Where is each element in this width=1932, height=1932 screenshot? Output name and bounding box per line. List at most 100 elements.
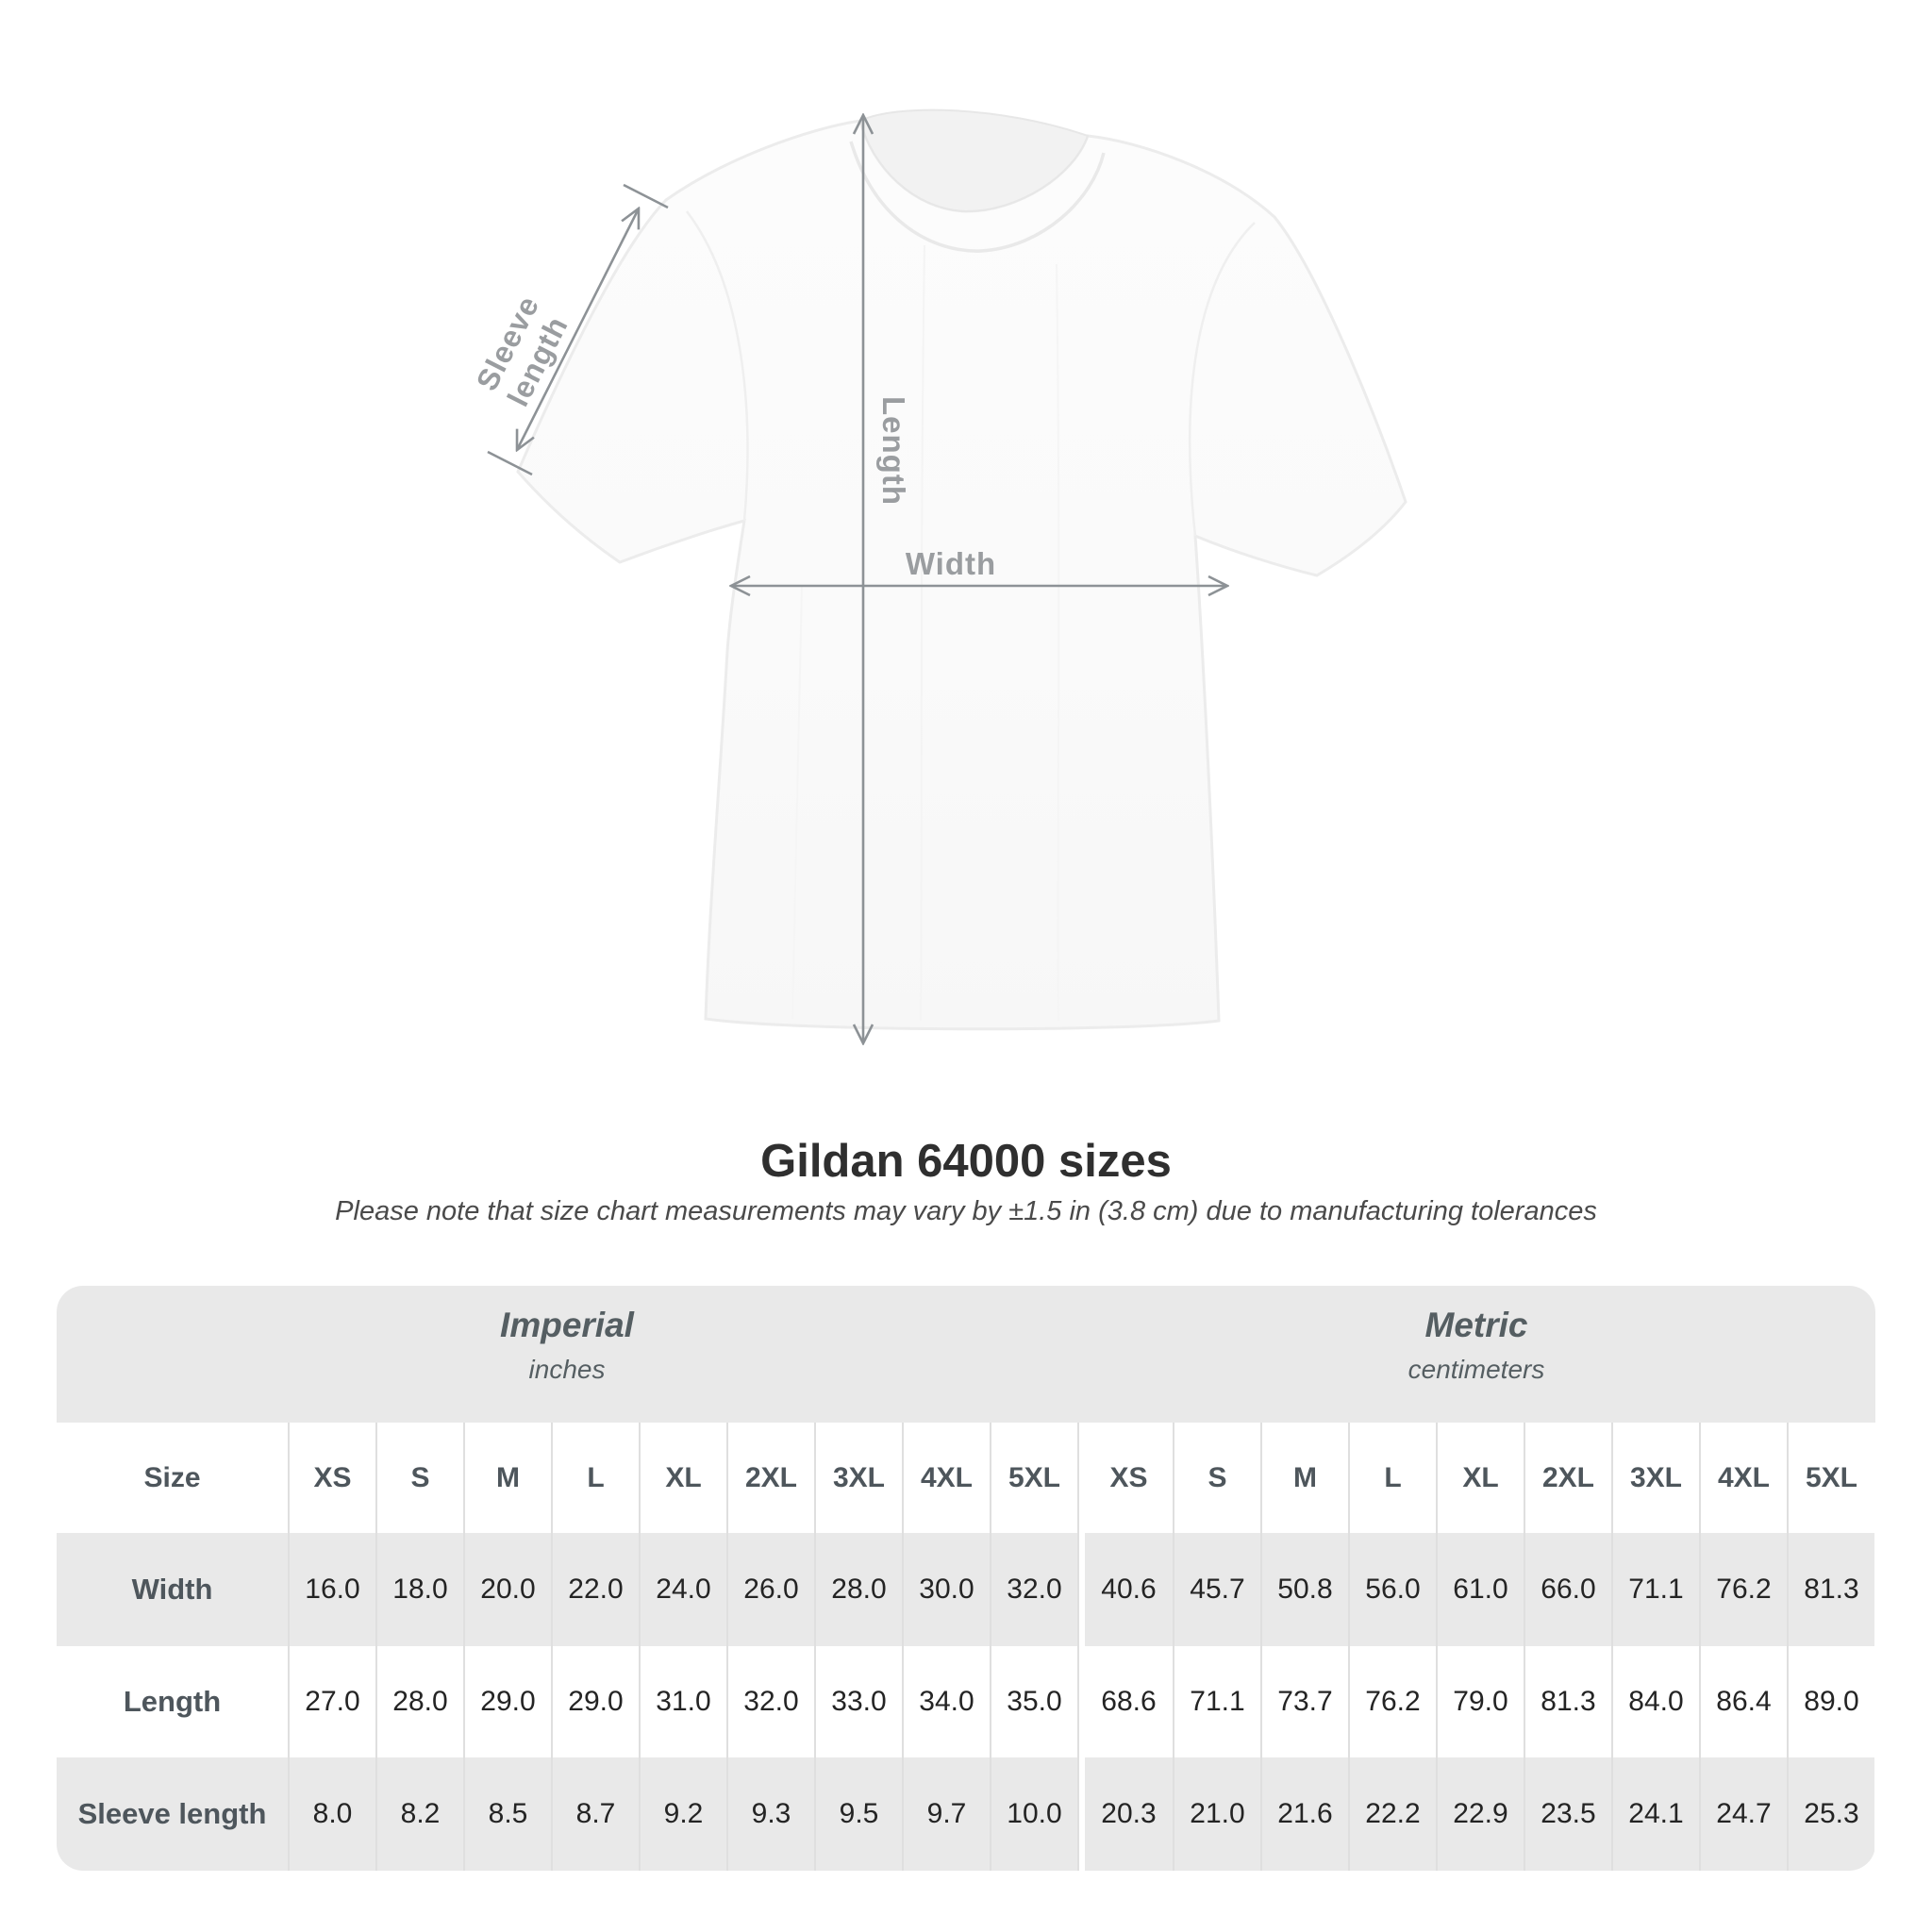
table-cell: 25.3 <box>1787 1757 1874 1871</box>
imperial-title: Imperial <box>500 1306 634 1344</box>
table-cell: 66.0 <box>1524 1533 1611 1646</box>
table-cell: 71.1 <box>1611 1533 1699 1646</box>
table-cell: 22.0 <box>551 1533 639 1646</box>
table-cell: 9.2 <box>639 1757 726 1871</box>
table-cell: 9.5 <box>814 1757 902 1871</box>
table-cell: 76.2 <box>1348 1646 1436 1757</box>
table-cell: 28.0 <box>375 1646 463 1757</box>
table-cell: 35.0 <box>990 1646 1077 1757</box>
table-cell: 40.6 <box>1085 1533 1173 1646</box>
table-cell: 84.0 <box>1611 1646 1699 1757</box>
metric-unit: centimeters <box>1407 1355 1545 1385</box>
size-table-grid: Size XS S M L XL 2XL 3XL 4XL 5XL XS S M … <box>57 1423 1875 1871</box>
table-cell: 30.0 <box>902 1533 990 1646</box>
table-cell: 20.0 <box>463 1533 551 1646</box>
table-cell: 8.0 <box>288 1757 375 1871</box>
table-cell: 32.0 <box>726 1646 814 1757</box>
table-cell: 81.3 <box>1787 1533 1874 1646</box>
col-header: 2XL <box>1524 1423 1611 1533</box>
table-cell: 24.1 <box>1611 1757 1699 1871</box>
row-label-length: Length <box>57 1646 288 1757</box>
col-header: 5XL <box>1787 1423 1874 1533</box>
tshirt-size-diagram: Sleeve length Length Width <box>470 108 1407 1179</box>
row-label-width: Width <box>57 1533 288 1646</box>
table-cell: 10.0 <box>990 1757 1077 1871</box>
unit-divider <box>1077 1646 1085 1757</box>
table-cell: 20.3 <box>1085 1757 1173 1871</box>
table-cell: 76.2 <box>1699 1533 1787 1646</box>
table-cell: 68.6 <box>1085 1646 1173 1757</box>
sleeve-dimension-cap-bottom <box>487 450 533 476</box>
col-header: M <box>463 1423 551 1533</box>
size-column-header: Size <box>57 1423 288 1533</box>
table-cell: 8.7 <box>551 1757 639 1871</box>
unit-divider <box>1077 1533 1085 1646</box>
table-cell: 33.0 <box>814 1646 902 1757</box>
table-cell: 9.3 <box>726 1757 814 1871</box>
table-cell: 29.0 <box>463 1646 551 1757</box>
metric-group: Metric centimeters <box>1077 1286 1875 1423</box>
tolerance-note: Please note that size chart measurements… <box>335 1196 1597 1226</box>
unit-divider <box>1077 1757 1085 1871</box>
table-cell: 22.2 <box>1348 1757 1436 1871</box>
table-cell: 21.6 <box>1260 1757 1348 1871</box>
table-cell: 71.1 <box>1173 1646 1260 1757</box>
col-header: XS <box>1085 1423 1173 1533</box>
table-cell: 86.4 <box>1699 1646 1787 1757</box>
row-label-sleeve-length: Sleeve length <box>57 1757 288 1871</box>
col-header: 5XL <box>990 1423 1077 1533</box>
table-cell: 50.8 <box>1260 1533 1348 1646</box>
col-header: XL <box>639 1423 726 1533</box>
table-cell: 24.0 <box>639 1533 726 1646</box>
table-cell: 8.5 <box>463 1757 551 1871</box>
col-header: S <box>1173 1423 1260 1533</box>
table-cell: 29.0 <box>551 1646 639 1757</box>
table-cell: 8.2 <box>375 1757 463 1871</box>
table-cell: 61.0 <box>1436 1533 1524 1646</box>
col-header: L <box>551 1423 639 1533</box>
table-cell: 81.3 <box>1524 1646 1611 1757</box>
tshirt-image <box>487 108 1407 1179</box>
table-cell: 73.7 <box>1260 1646 1348 1757</box>
table-cell: 31.0 <box>639 1646 726 1757</box>
unit-divider <box>1077 1423 1085 1533</box>
table-cell: 18.0 <box>375 1533 463 1646</box>
table-cell: 23.5 <box>1524 1757 1611 1871</box>
sleeve-dimension-cap-top <box>623 183 669 209</box>
col-header: 4XL <box>902 1423 990 1533</box>
collar-band-seam <box>849 141 1106 253</box>
table-cell: 9.7 <box>902 1757 990 1871</box>
table-cell: 26.0 <box>726 1533 814 1646</box>
table-cell: 32.0 <box>990 1533 1077 1646</box>
table-cell: 89.0 <box>1787 1646 1874 1757</box>
col-header: 3XL <box>1611 1423 1699 1533</box>
table-cell: 34.0 <box>902 1646 990 1757</box>
col-header: 4XL <box>1699 1423 1787 1533</box>
col-header: 3XL <box>814 1423 902 1533</box>
col-header: 2XL <box>726 1423 814 1533</box>
col-header: L <box>1348 1423 1436 1533</box>
col-header: S <box>375 1423 463 1533</box>
unit-group-header: Imperial inches Metric centimeters <box>57 1286 1875 1423</box>
col-header: M <box>1260 1423 1348 1533</box>
dimension-lines <box>487 115 1227 1043</box>
left-sleeve-seam <box>686 210 749 522</box>
collar-opening <box>858 108 1090 213</box>
size-table: Imperial inches Metric centimeters Size … <box>57 1286 1875 1871</box>
table-cell: 24.7 <box>1699 1757 1787 1871</box>
table-cell: 45.7 <box>1173 1533 1260 1646</box>
col-header: XL <box>1436 1423 1524 1533</box>
col-header: XS <box>288 1423 375 1533</box>
table-cell: 16.0 <box>288 1533 375 1646</box>
tshirt-silhouette <box>516 108 1407 1031</box>
table-cell: 56.0 <box>1348 1533 1436 1646</box>
imperial-unit: inches <box>528 1355 606 1385</box>
page-title: Gildan 64000 sizes <box>760 1136 1172 1187</box>
imperial-group: Imperial inches <box>57 1286 1077 1423</box>
table-cell: 27.0 <box>288 1646 375 1757</box>
length-label: Length <box>876 396 911 506</box>
table-cell: 28.0 <box>814 1533 902 1646</box>
table-cell: 21.0 <box>1173 1757 1260 1871</box>
right-sleeve-seam <box>1188 222 1256 537</box>
width-label: Width <box>905 546 997 581</box>
